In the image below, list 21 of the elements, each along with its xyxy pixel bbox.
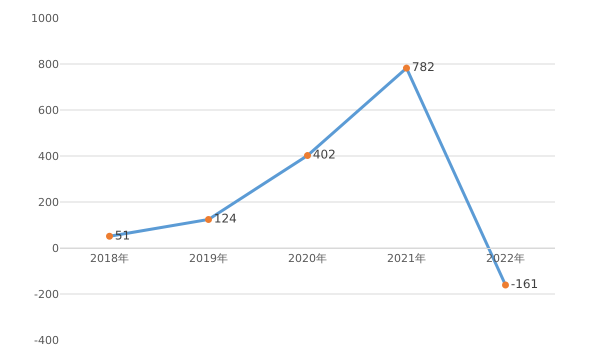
y-tick-label: 200 [38, 196, 59, 209]
y-tick-label: 1000 [31, 12, 59, 25]
point [304, 152, 311, 160]
x-tick-label: 2020年 [288, 252, 327, 266]
data-label: -161 [510, 277, 538, 292]
x-tick-label: 2018年 [90, 252, 129, 266]
x-tick-label: 2021年 [387, 252, 426, 266]
x-tick-label: 2019年 [189, 252, 228, 266]
point [205, 216, 212, 223]
point [403, 64, 410, 72]
y-tick-label: 0 [52, 242, 59, 255]
y-tick-label: 600 [38, 104, 59, 117]
y-tick-label: -400 [34, 334, 59, 347]
point [106, 232, 113, 240]
y-tick-label: 400 [38, 150, 59, 163]
y-tick-label: 800 [38, 58, 59, 71]
data-label: 402 [312, 148, 336, 162]
data-label: 782 [412, 60, 435, 74]
y-tick-label: -200 [34, 288, 59, 301]
data-label: 124 [214, 211, 237, 226]
point [502, 282, 509, 289]
